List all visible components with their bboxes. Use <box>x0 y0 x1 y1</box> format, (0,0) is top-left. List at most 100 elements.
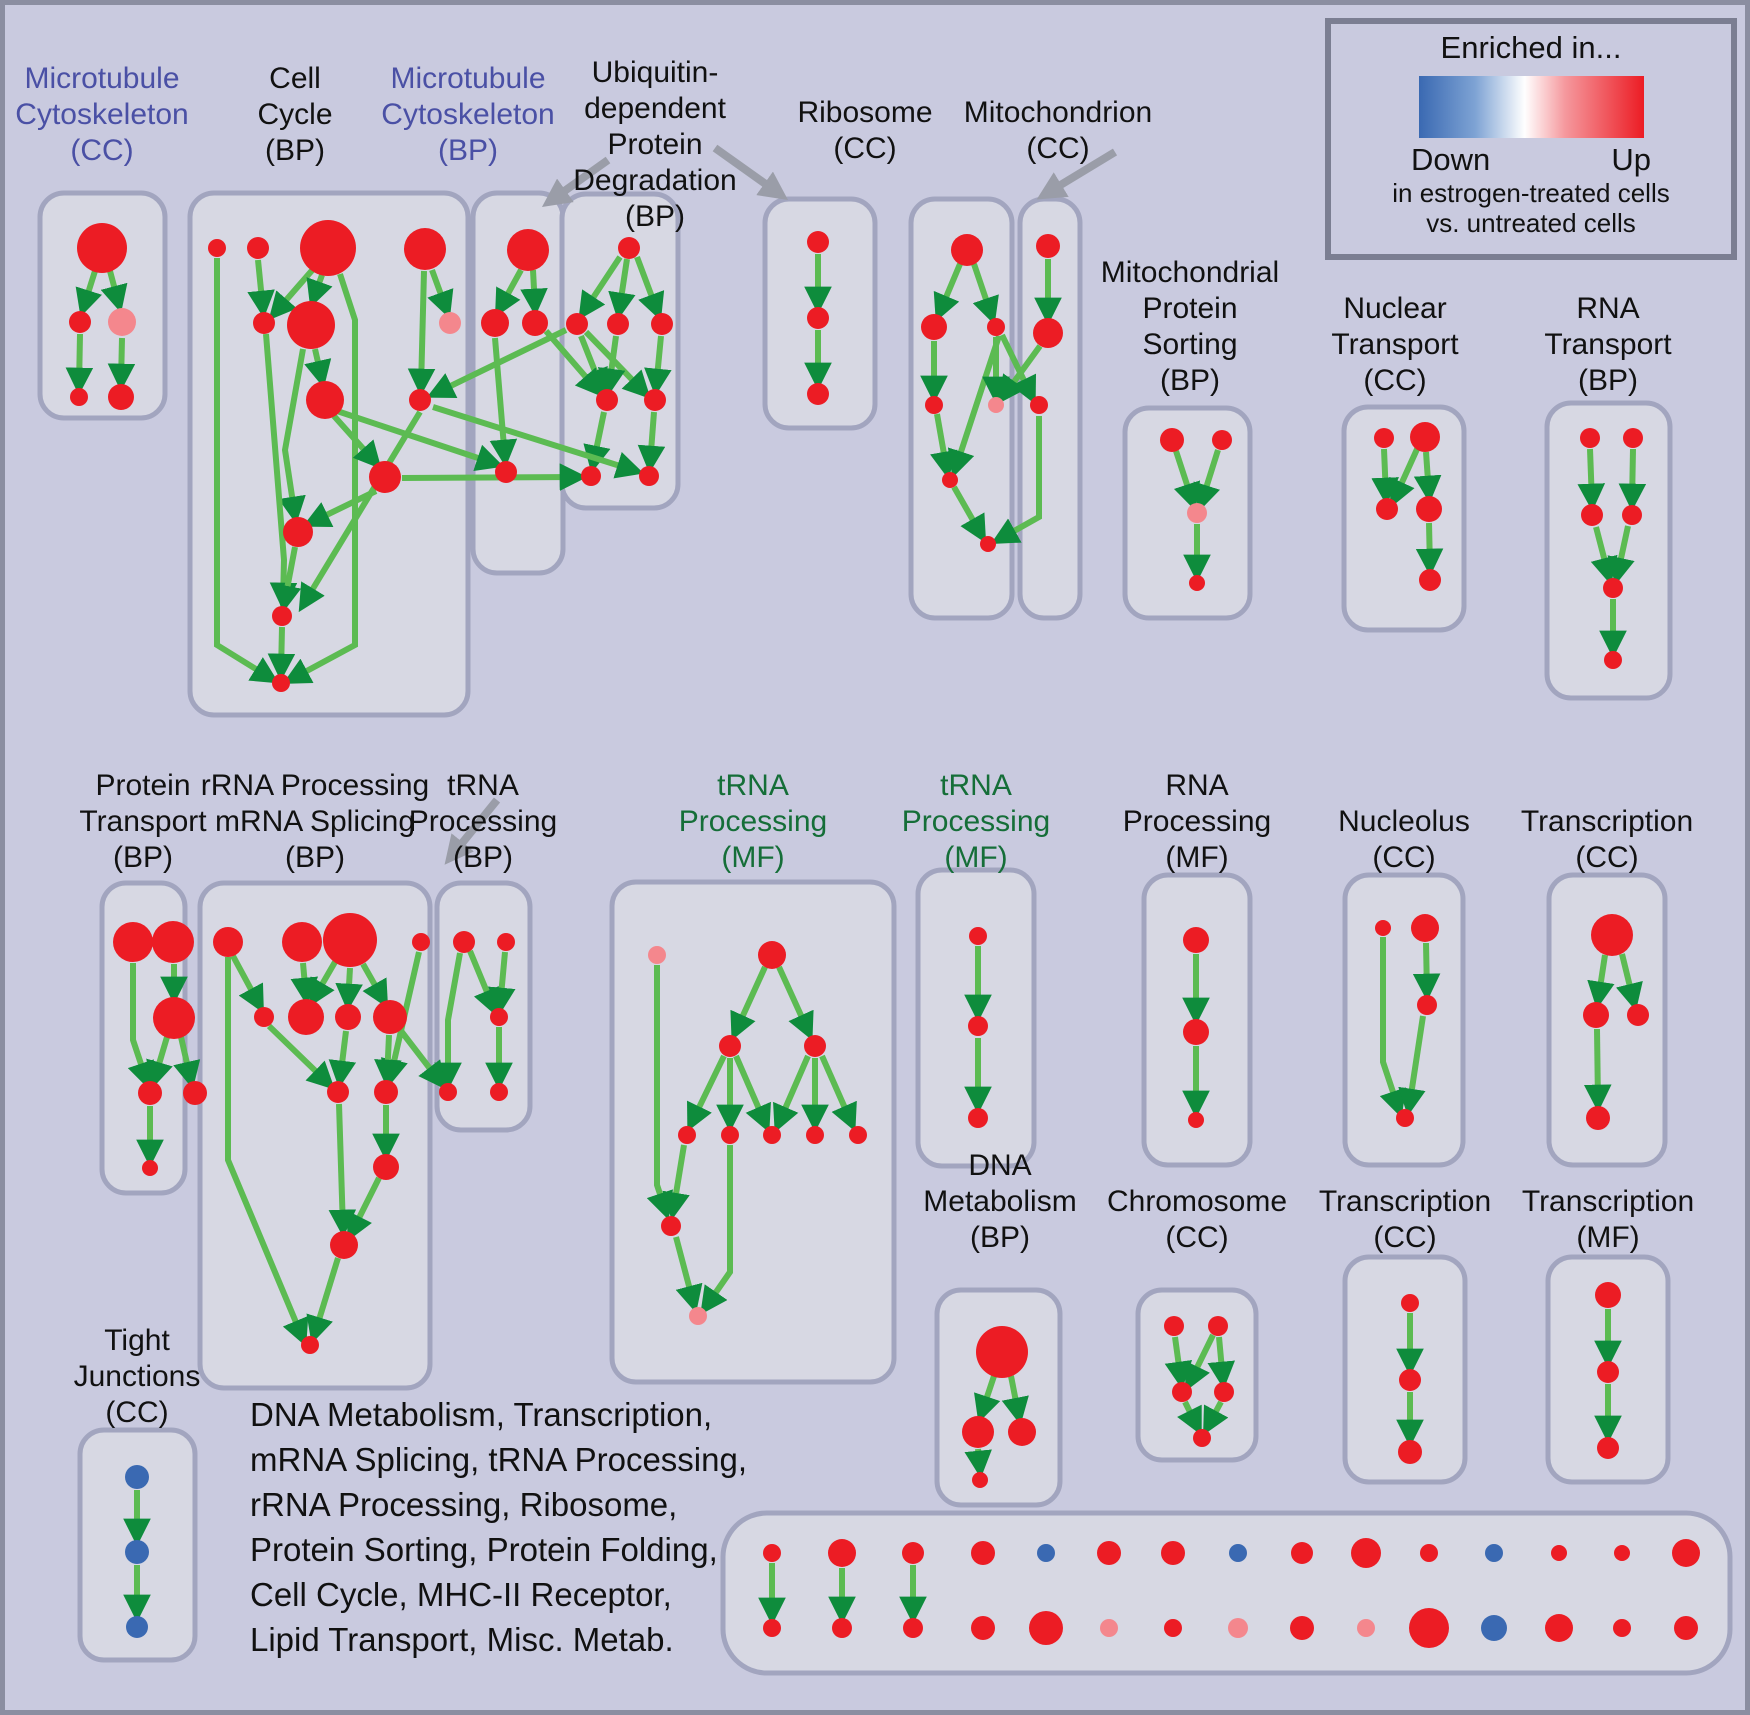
go-term-node-red <box>806 1126 824 1144</box>
relation-arrow <box>1379 937 1406 1118</box>
relation-arrow <box>75 270 102 317</box>
go-term-node-red <box>804 1035 826 1057</box>
go-term-node-red <box>1398 1440 1422 1464</box>
relation-arrow <box>266 1023 335 1090</box>
go-term-node-red <box>373 1154 399 1180</box>
go-term-node-red <box>374 1080 398 1104</box>
go-term-node-red <box>1097 1541 1121 1565</box>
go-term-node-red <box>1409 1608 1449 1648</box>
relation-arrow <box>971 263 999 325</box>
relation-arrow <box>543 329 604 398</box>
relation-arrow <box>733 1054 771 1133</box>
go-term-node-red <box>453 931 475 953</box>
relation-arrow <box>1389 445 1421 508</box>
relation-arrow <box>597 335 626 397</box>
cluster-label-rrna-mrna-bp: rRNA Processing mRNA Splicing (BP) <box>201 769 429 874</box>
go-term-node-red <box>596 389 618 411</box>
go-term-node-red <box>288 999 324 1035</box>
go-term-node-red <box>1374 428 1394 448</box>
go-term-node-red <box>153 997 195 1039</box>
relation-arrow <box>432 404 644 479</box>
go-term-node-red <box>409 389 431 411</box>
go-term-node-pink <box>988 397 1004 413</box>
relation-arrow <box>488 951 516 1016</box>
go-term-node-red <box>980 536 996 552</box>
go-term-node-red <box>327 1081 349 1103</box>
cluster-box-nuclear-transport <box>1341 404 1467 633</box>
relation-arrow <box>608 258 636 321</box>
relation-arrow <box>107 337 136 392</box>
go-term-node-red <box>1183 1019 1209 1045</box>
go-term-node-blue <box>1037 1544 1055 1562</box>
go-term-node-red <box>1396 1109 1414 1127</box>
summary-line: Lipid Transport, Misc. Metab. <box>250 1621 674 1658</box>
go-term-node-pink <box>1187 503 1207 523</box>
relation-arrow <box>1607 525 1635 586</box>
go-term-node-red <box>828 1539 856 1567</box>
go-term-node-red <box>247 237 269 259</box>
go-term-node-red <box>976 1326 1028 1378</box>
relation-arrow <box>306 1257 341 1344</box>
go-term-node-red <box>1586 1106 1610 1130</box>
go-term-node-red <box>661 1216 681 1236</box>
go-term-node-red <box>330 1231 358 1259</box>
go-term-node-red <box>942 472 958 488</box>
go-term-node-red <box>607 313 629 335</box>
go-term-node-red <box>208 239 226 257</box>
cluster-label-trna-processing-mf-1: tRNA Processing (MF) <box>679 769 827 874</box>
relation-arrow <box>127 963 154 1090</box>
relation-arrow <box>146 1036 173 1089</box>
cluster-label-mito-protein-sorting-bp: Mitochondrial Protein Sorting (BP) <box>1101 256 1279 397</box>
go-term-node-red <box>1551 1545 1567 1561</box>
cluster-label-transcription-mf: Transcription (MF) <box>1522 1185 1694 1254</box>
cluster-label-dna-metabolism-bp: DNA Metabolism (BP) <box>923 1149 1076 1254</box>
go-term-node-red <box>497 933 515 951</box>
relation-arrow <box>302 488 378 527</box>
go-term-node-red <box>490 1083 508 1101</box>
cluster-label-nuclear-transport-cc: Nuclear Transport (CC) <box>1331 292 1459 397</box>
go-term-node-red <box>832 1618 852 1638</box>
go-term-node-red <box>1189 575 1205 591</box>
cluster-label-rna-transport-bp: RNA Transport (BP) <box>1544 292 1672 397</box>
relation-arrow <box>1207 1336 1235 1390</box>
relation-arrow <box>1173 450 1201 511</box>
relation-arrow <box>173 1036 201 1090</box>
annotation-arrow <box>712 144 789 201</box>
annotation-arrow <box>444 797 501 865</box>
go-term-node-red <box>972 1472 988 1488</box>
go-term-node-red <box>522 310 548 336</box>
relation-arrow <box>278 348 306 525</box>
go-term-node-red <box>142 1160 158 1176</box>
go-term-node-red <box>1164 1619 1182 1637</box>
cluster-box-summary-strip <box>720 1510 1733 1676</box>
go-term-node-blue <box>126 1616 148 1638</box>
relation-arrow <box>267 626 296 682</box>
go-term-node-red <box>77 223 127 273</box>
go-term-node-red <box>644 389 666 411</box>
relation-arrow <box>1371 448 1399 506</box>
go-term-node-red <box>1183 927 1209 953</box>
go-term-node-red <box>1613 1619 1631 1637</box>
relation-arrow <box>520 269 548 317</box>
cluster-label-microtubule-cc: Microtubule Cytoskeleton (CC) <box>15 62 188 167</box>
relation-arrow <box>225 957 309 1347</box>
cluster-box-nucleolus <box>1342 872 1466 1168</box>
relation-arrow <box>644 335 672 397</box>
go-term-node-pink <box>648 946 666 964</box>
relation-arrow <box>998 344 1043 404</box>
legend-box: Enriched in... Down Up in estrogen-treat… <box>1325 18 1737 260</box>
relation-arrow <box>434 952 463 1091</box>
go-term-node-red <box>971 1616 995 1640</box>
go-term-node-red <box>1603 578 1623 598</box>
legend-down-label: Down <box>1411 142 1491 177</box>
relation-arrow <box>1412 942 1441 1002</box>
relation-arrow <box>1618 448 1647 512</box>
go-term-node-red <box>1419 569 1441 591</box>
cluster-label-trna-processing-mf-2: tRNA Processing (MF) <box>902 769 1050 874</box>
go-term-node-red <box>108 384 134 410</box>
go-term-node-red <box>1597 1361 1619 1383</box>
go-term-node-red <box>581 466 601 486</box>
go-term-node-red <box>1580 428 1600 448</box>
go-term-node-red <box>373 1000 407 1034</box>
